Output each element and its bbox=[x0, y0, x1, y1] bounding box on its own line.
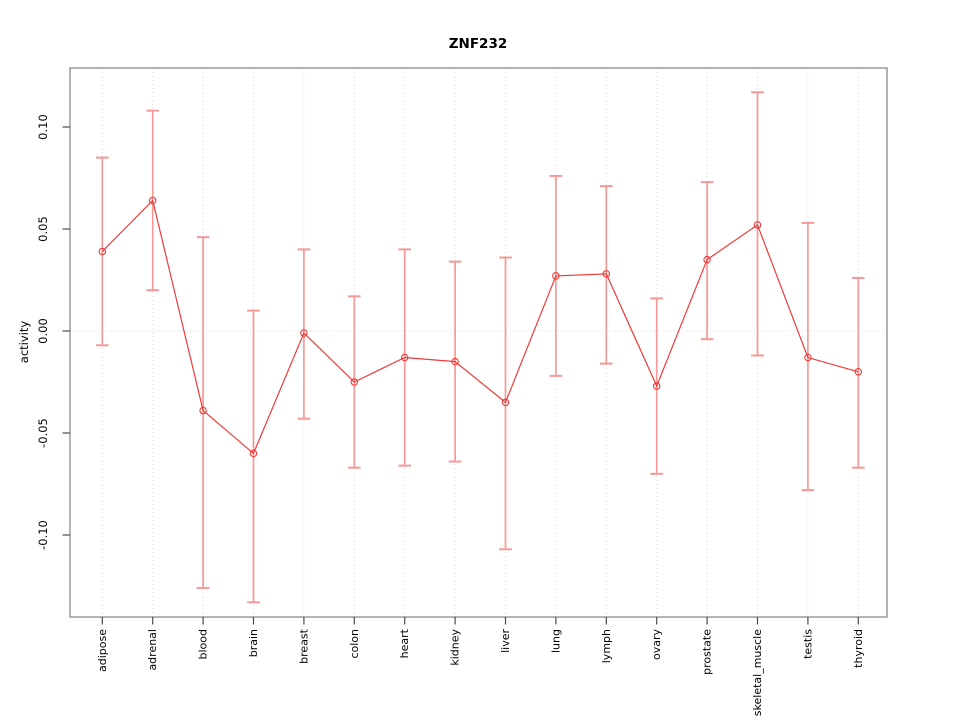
x-tick-label: heart bbox=[398, 628, 411, 658]
data-point bbox=[98, 247, 107, 256]
y-tick-label: -0.05 bbox=[36, 418, 50, 448]
series-layer bbox=[98, 196, 863, 458]
gridline-layer bbox=[70, 68, 887, 617]
y-tick-label: 0.05 bbox=[36, 216, 50, 242]
data-point bbox=[350, 378, 359, 386]
x-tick-label: ovary bbox=[650, 629, 663, 661]
data-point bbox=[652, 382, 661, 390]
axes-layer: 0.10 0.05 0.00 -0.05 -0.10 adipose adrenal bloo… bbox=[36, 67, 888, 716]
data-point bbox=[199, 406, 207, 415]
y-tick-label: -0.10 bbox=[36, 520, 50, 550]
x-tick-label: adipose bbox=[96, 629, 109, 672]
data-point bbox=[552, 272, 560, 280]
data-point bbox=[400, 353, 409, 362]
data-point bbox=[501, 398, 510, 407]
data-point bbox=[300, 329, 308, 337]
x-tick-label: kidney bbox=[449, 629, 462, 666]
data-point bbox=[804, 353, 812, 362]
x-tick-label: lung bbox=[549, 629, 562, 653]
x-tick-label: blood bbox=[197, 629, 210, 659]
x-tick-label: lymph bbox=[600, 629, 613, 663]
data-point bbox=[602, 270, 611, 278]
x-tick-label: breast bbox=[297, 628, 310, 664]
x-tick-label: prostate bbox=[701, 629, 714, 675]
data-point bbox=[854, 368, 863, 376]
data-point bbox=[703, 255, 711, 264]
data-point bbox=[753, 221, 762, 229]
y-axis-title: activity bbox=[17, 321, 31, 364]
error-bar-layer bbox=[96, 91, 865, 604]
data-point bbox=[249, 449, 258, 458]
x-tick-label: adrenal bbox=[146, 629, 159, 671]
chart-title: ZNF232 bbox=[449, 36, 508, 52]
series-line bbox=[101, 199, 859, 455]
plot-border bbox=[69, 67, 888, 618]
y-tick-label: 0.10 bbox=[36, 114, 50, 140]
x-tick-label: colon bbox=[348, 629, 361, 659]
data-point bbox=[148, 196, 157, 205]
x-tick-label: testis bbox=[801, 629, 814, 659]
x-tick-label: thyroid bbox=[852, 629, 865, 668]
y-tick-label: 0.00 bbox=[36, 318, 50, 344]
x-tick-label: skeletal_muscle bbox=[751, 629, 764, 716]
x-tick-label: liver bbox=[499, 629, 512, 653]
data-point bbox=[451, 357, 459, 366]
x-tick-label: brain bbox=[247, 629, 260, 657]
